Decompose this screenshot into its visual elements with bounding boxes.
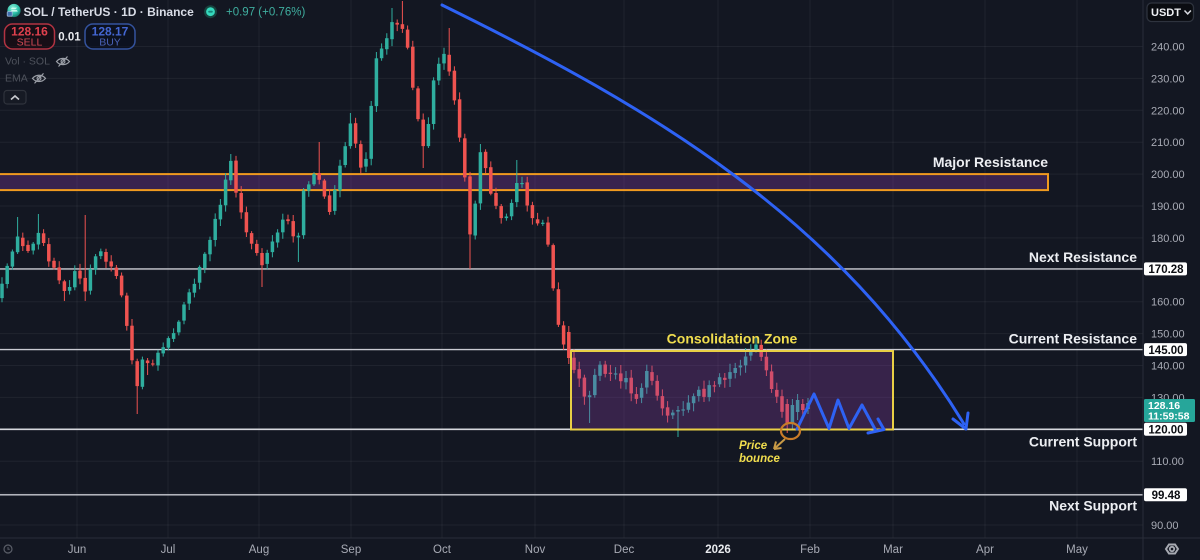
svg-text:EMA: EMA — [5, 73, 28, 85]
svg-text:Mar: Mar — [883, 544, 903, 556]
svg-text:Oct: Oct — [433, 544, 452, 556]
svg-text:Dec: Dec — [614, 544, 635, 556]
svg-text:150.00: 150.00 — [1151, 329, 1185, 341]
svg-text:140.00: 140.00 — [1151, 361, 1185, 373]
svg-text:180.00: 180.00 — [1151, 233, 1185, 245]
svg-text:11:59:58: 11:59:58 — [1148, 411, 1190, 423]
svg-text:160.00: 160.00 — [1151, 297, 1185, 309]
svg-text:BUY: BUY — [99, 37, 121, 49]
svg-text:240.00: 240.00 — [1151, 42, 1185, 54]
svg-text:Consolidation Zone: Consolidation Zone — [667, 331, 798, 347]
svg-text:170.28: 170.28 — [1148, 264, 1184, 276]
svg-text:90.00: 90.00 — [1151, 520, 1179, 532]
svg-text:Apr: Apr — [976, 544, 994, 556]
svg-text:210.00: 210.00 — [1151, 137, 1185, 149]
svg-text:Price: Price — [739, 440, 768, 452]
svg-text:220.00: 220.00 — [1151, 105, 1185, 117]
svg-text:bounce: bounce — [739, 453, 780, 465]
svg-text:Next Resistance: Next Resistance — [1029, 249, 1137, 265]
svg-text:99.48: 99.48 — [1152, 490, 1181, 502]
svg-text:Aug: Aug — [249, 544, 269, 556]
svg-text:145.00: 145.00 — [1148, 345, 1183, 357]
svg-text:Jul: Jul — [161, 544, 176, 556]
svg-text:Nov: Nov — [525, 544, 546, 556]
svg-text:Current Resistance: Current Resistance — [1009, 331, 1138, 347]
svg-text:Vol · SOL: Vol · SOL — [5, 56, 50, 68]
svg-text:128.16: 128.16 — [1148, 400, 1180, 412]
svg-text:+0.97 (+0.76%): +0.97 (+0.76%) — [226, 7, 305, 19]
svg-text:Feb: Feb — [800, 544, 820, 556]
svg-text:2026: 2026 — [705, 544, 731, 556]
svg-text:SELL: SELL — [17, 37, 43, 49]
svg-text:Next Support: Next Support — [1049, 498, 1137, 514]
svg-text:Major Resistance: Major Resistance — [933, 154, 1048, 170]
svg-text:120.00: 120.00 — [1148, 425, 1183, 437]
svg-text:Current Support: Current Support — [1029, 434, 1137, 450]
svg-text:Sep: Sep — [341, 544, 361, 556]
svg-text:USDT: USDT — [1151, 7, 1181, 19]
svg-text:230.00: 230.00 — [1151, 73, 1185, 85]
svg-text:128.16: 128.16 — [11, 25, 48, 39]
svg-text:SOL / TetherUS · 1D · Binance: SOL / TetherUS · 1D · Binance — [24, 5, 195, 19]
svg-text:Jun: Jun — [68, 544, 87, 556]
svg-text:200.00: 200.00 — [1151, 169, 1185, 181]
svg-text:110.00: 110.00 — [1151, 456, 1184, 468]
svg-text:128.17: 128.17 — [92, 25, 129, 39]
svg-text:0.01: 0.01 — [58, 32, 81, 44]
svg-text:190.00: 190.00 — [1151, 201, 1185, 213]
svg-text:May: May — [1066, 544, 1088, 556]
